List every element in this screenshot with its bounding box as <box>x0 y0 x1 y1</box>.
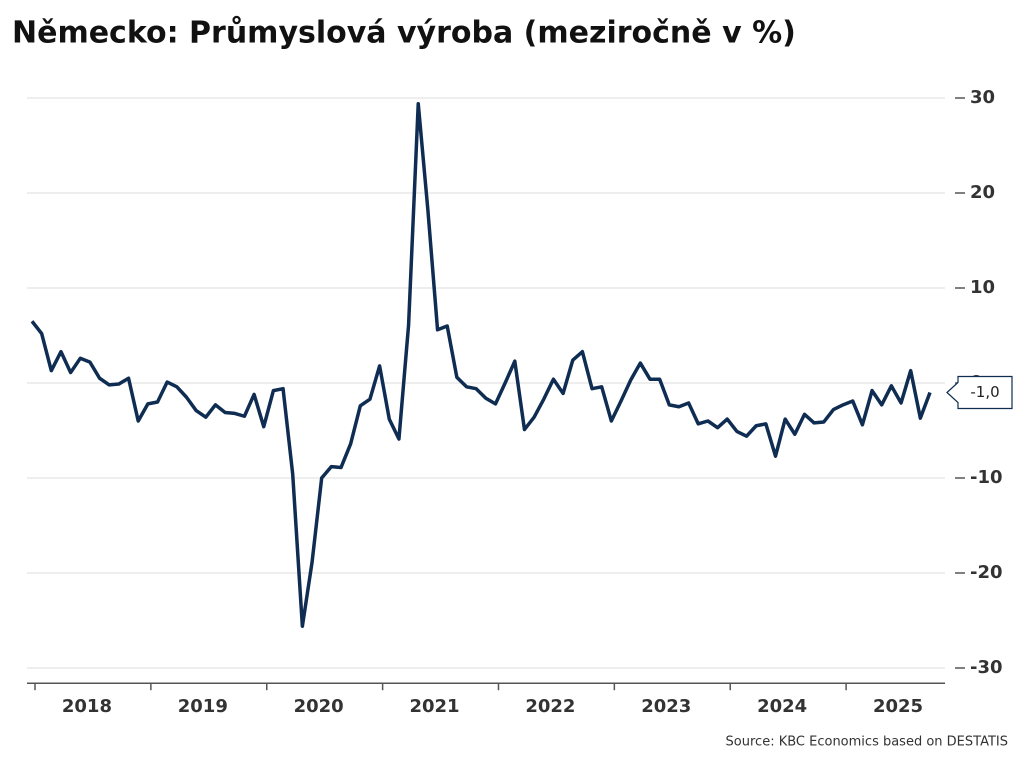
x-tick-label: 2024 <box>757 696 807 717</box>
x-tick-label: 2018 <box>62 696 112 717</box>
x-tick-label: 2022 <box>525 696 575 717</box>
y-tick-label: 30 <box>970 87 995 108</box>
source: Source: KBC Economics based on DESTATIS <box>726 735 1008 750</box>
y-tick-label: -30 <box>970 657 1003 678</box>
x-tick-label: 2023 <box>641 696 691 717</box>
y-tick-label: 20 <box>970 182 995 203</box>
value-label-box <box>946 375 1013 410</box>
x-tick-label: 2025 <box>873 696 923 717</box>
y-tick-label: -20 <box>970 562 1003 583</box>
y-tick-label: -10 <box>970 467 1003 488</box>
line-series <box>30 101 932 628</box>
x-tick-label: 2019 <box>178 696 228 717</box>
x-tick-label: 2020 <box>294 696 344 717</box>
chart-title: Německo: Průmyslová výroba (meziročně v … <box>12 15 796 51</box>
value-label: -1,0 <box>970 383 999 401</box>
x-tick-label: 2021 <box>409 696 459 717</box>
y-tick-label: 10 <box>970 277 995 298</box>
